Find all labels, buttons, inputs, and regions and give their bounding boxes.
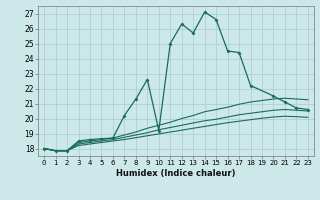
X-axis label: Humidex (Indice chaleur): Humidex (Indice chaleur) (116, 169, 236, 178)
